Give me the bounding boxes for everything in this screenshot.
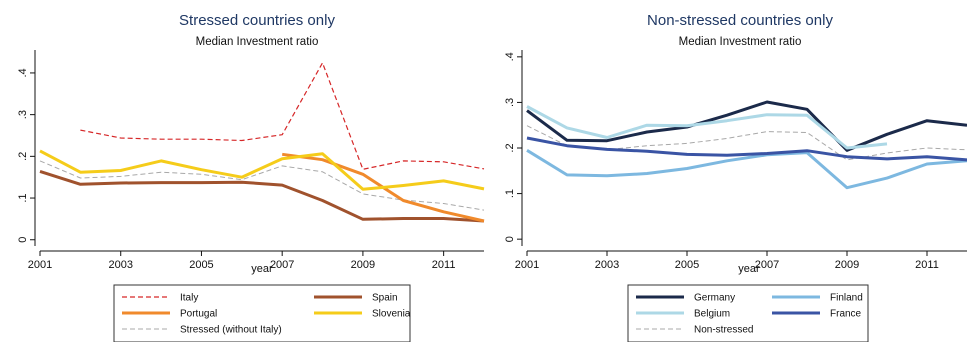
chart-title: Stressed countries only bbox=[179, 12, 335, 29]
y-tick-label: .4 bbox=[504, 52, 516, 61]
x-axis-label: year bbox=[738, 263, 760, 275]
x-tick-label: 2001 bbox=[28, 259, 52, 271]
x-tick-label: 2003 bbox=[108, 259, 132, 271]
legend-label: Italy bbox=[180, 293, 198, 304]
stressed-countries-panel: Stressed countries only Median Investmen… bbox=[17, 12, 485, 342]
legend-label: Non-stressed bbox=[694, 325, 753, 336]
legend-label: Germany bbox=[694, 293, 735, 304]
x-tick-label: 2007 bbox=[755, 259, 779, 271]
y-tick-label: 0 bbox=[504, 236, 516, 242]
legend: Italy Spain Portugal Slovenia Stressed (with… bbox=[113, 284, 411, 342]
series-line bbox=[526, 100, 967, 152]
legend-label: Spain bbox=[372, 293, 398, 304]
legend: Germany Finland Belgium France Non-stressed bbox=[627, 284, 869, 342]
x-tick-label: 2003 bbox=[595, 259, 619, 271]
series-line bbox=[526, 136, 967, 162]
legend-label: Slovenia bbox=[372, 309, 411, 320]
chart-subtitle: Median Investment ratio bbox=[679, 36, 802, 48]
x-axis-label: year bbox=[251, 263, 273, 275]
x-tick-label: 2005 bbox=[675, 259, 699, 271]
series-line bbox=[39, 149, 485, 191]
y-tick-label: .2 bbox=[504, 143, 516, 152]
series-line bbox=[39, 160, 485, 211]
chart-title: Non-stressed countries only bbox=[647, 12, 833, 29]
legend-label: Belgium bbox=[694, 309, 730, 320]
legend-label: Portugal bbox=[180, 309, 217, 320]
plot-area: 2001 2003 2005 2007 2009 2011 0 .1 .2 .3 .4 bbox=[17, 50, 485, 271]
x-tick-label: 2001 bbox=[515, 259, 539, 271]
x-tick-label: 2011 bbox=[915, 259, 939, 271]
legend-label: Finland bbox=[830, 293, 863, 304]
y-tick-label: .1 bbox=[504, 189, 516, 198]
x-tick-label: 2009 bbox=[835, 259, 859, 271]
y-tick-label: 0 bbox=[17, 237, 29, 243]
legend-label: Stressed (without Italy) bbox=[180, 325, 282, 336]
x-tick-label: 2007 bbox=[270, 259, 294, 271]
series-line bbox=[526, 125, 967, 161]
series-line bbox=[526, 105, 888, 150]
series-line bbox=[80, 62, 485, 170]
y-tick-label: .3 bbox=[17, 110, 29, 119]
legend-label: France bbox=[830, 309, 862, 320]
x-tick-label: 2011 bbox=[432, 259, 456, 271]
x-tick-label: 2005 bbox=[189, 259, 213, 271]
y-tick-label: .3 bbox=[504, 98, 516, 107]
y-tick-label: .4 bbox=[17, 68, 29, 77]
y-tick-label: .2 bbox=[17, 152, 29, 161]
chart-subtitle: Median Investment ratio bbox=[196, 36, 319, 48]
y-tick-label: .1 bbox=[17, 193, 29, 202]
plot-area: 2001 2003 2005 2007 2009 2011 0 .1 .2 .3 .4 bbox=[504, 50, 967, 271]
x-tick-label: 2009 bbox=[351, 259, 375, 271]
series-line bbox=[526, 149, 967, 190]
series-line bbox=[39, 169, 485, 223]
non-stressed-countries-panel: Non-stressed countries only Median Inves… bbox=[504, 12, 967, 342]
